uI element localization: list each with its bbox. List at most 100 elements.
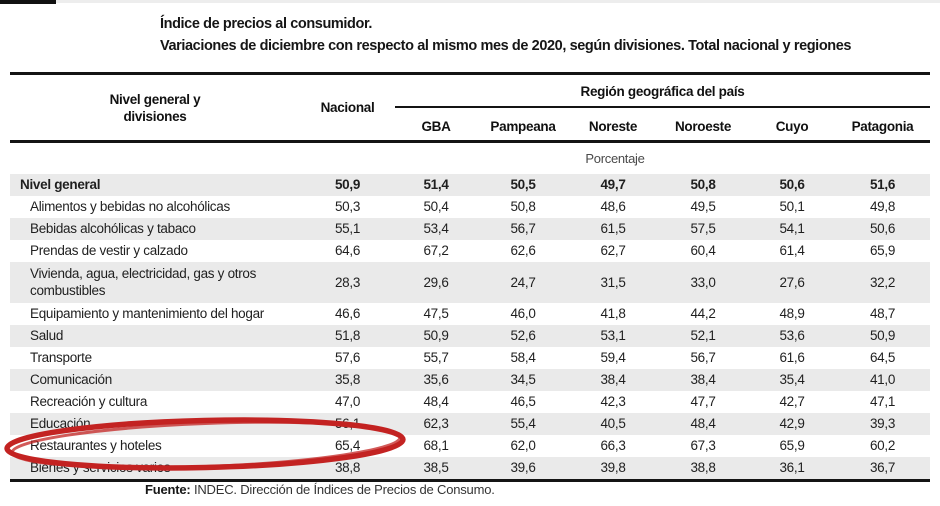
region-header-cuyo: Cuyo <box>775 118 809 134</box>
row-label: Equipamiento y mantenimiento del hogar <box>30 306 264 321</box>
cell-value: 36,7 <box>869 460 896 475</box>
table-row: Alimentos y bebidas no alcohólicas 50,3 50… <box>10 196 930 218</box>
scan-artifact-topleft <box>0 0 56 4</box>
table-row: Bebidas alcohólicas y tabaco 55,1 53,4 56,7… <box>10 217 930 240</box>
cell-value: 38,5 <box>423 460 449 475</box>
cell-value: 38,4 <box>600 372 626 387</box>
document-title: Índice de precios al consumidor. <box>160 16 373 32</box>
cell-value: 39,6 <box>510 460 536 475</box>
cell-value: 50,8 <box>690 177 716 192</box>
scan-edge-artifact <box>0 0 940 3</box>
table-row: Prendas de vestir y calzado 64,6 67,2 62,6 6… <box>10 240 930 262</box>
title-block: Índice de precios al consumidor. Variaci… <box>160 13 851 57</box>
cell-value: 57,6 <box>334 350 361 365</box>
table-row: Comunicación 35,8 35,6 34,5 38,4 38,4 35,4 41,0 <box>10 368 930 391</box>
cell-value: 44,2 <box>690 306 716 321</box>
region-header-patagonia: Patagonia <box>851 118 914 134</box>
cell-value: 61,4 <box>779 243 805 258</box>
cell-value: 67,3 <box>690 438 716 453</box>
cell-value: 68,1 <box>423 438 449 453</box>
cell-value: 42,7 <box>779 394 805 409</box>
cell-value: 50,4 <box>423 199 449 214</box>
cell-value: 64,5 <box>869 350 896 365</box>
row-label: Bienes y servicios varios <box>30 460 171 475</box>
region-header-group: Región geográfica del país GBA Pampeana No… <box>395 75 930 140</box>
cell-value: 51,6 <box>869 177 896 192</box>
cell-value: 66,3 <box>600 438 626 453</box>
cell-value: 31,5 <box>600 274 626 290</box>
cell-value: 52,6 <box>510 328 536 343</box>
source-text: INDEC. Dirección de Índices de Precios d… <box>190 482 495 497</box>
cell-value: 47,0 <box>334 394 361 409</box>
region-header-noreste: Noreste <box>588 118 638 134</box>
row-label: Vivienda, agua, electricidad, gas y otro… <box>30 266 257 298</box>
cell-value: 65,9 <box>779 438 805 453</box>
cell-value: 28,3 <box>334 274 361 290</box>
table-row: Transporte 57,6 55,7 58,4 59,4 56,7 61,6 64,5 <box>10 347 930 369</box>
cell-value: 36,1 <box>779 460 805 475</box>
cell-value: 53,4 <box>423 221 449 236</box>
cell-value: 52,1 <box>690 328 716 343</box>
cell-value: 47,1 <box>869 394 896 409</box>
cell-value: 42,9 <box>779 416 805 431</box>
cell-value: 62,7 <box>600 243 626 258</box>
row-label: Alimentos y bebidas no alcohólicas <box>30 199 230 214</box>
row-label: Bebidas alcohólicas y tabaco <box>30 221 196 236</box>
cell-value: 33,0 <box>690 274 716 290</box>
cell-value: 51,4 <box>423 177 449 192</box>
cell-value: 49,7 <box>600 177 626 192</box>
cell-value: 50,6 <box>779 177 805 192</box>
table-row: Recreación y cultura 47,0 48,4 46,5 42,3 47,7… <box>10 391 930 413</box>
cell-value: 32,2 <box>869 274 896 290</box>
source-label: Fuente: <box>145 482 191 497</box>
cell-value: 50,9 <box>423 328 449 343</box>
cell-value: 35,6 <box>423 372 449 387</box>
row-label: Restaurantes y hoteles <box>30 438 162 453</box>
table-row: Nivel general 50,9 51,4 50,5 49,7 50,8 50,6 51,… <box>10 173 930 196</box>
cell-value: 48,9 <box>779 306 805 321</box>
ipc-table: Nivel general y divisiones Nacional Regi… <box>10 72 930 482</box>
cell-value: 27,6 <box>779 274 805 290</box>
region-header-pampeana: Pampeana <box>490 118 556 134</box>
table-row: Equipamiento y mantenimiento del hogar 46… <box>10 303 930 325</box>
cell-value: 65,4 <box>334 438 361 453</box>
cell-value: 47,5 <box>423 306 449 321</box>
table-row: Salud 51,8 50,9 52,6 53,1 52,1 53,6 50,9 <box>10 324 930 347</box>
column-header-divisiones-label: Nivel general y divisiones <box>109 91 201 124</box>
cell-value: 39,8 <box>600 460 626 475</box>
cell-value: 48,4 <box>423 394 449 409</box>
region-group-underline <box>395 106 930 108</box>
cell-value: 46,0 <box>510 306 536 321</box>
region-header-noroeste: Noroeste <box>674 118 732 134</box>
cell-value: 50,3 <box>334 199 361 214</box>
region-column-headers: GBA Pampeana Noreste Noroeste Cuyo Patagonia <box>395 108 930 140</box>
cell-value: 40,5 <box>600 416 626 431</box>
cell-value: 46,6 <box>334 306 361 321</box>
cell-value: 60,4 <box>690 243 716 258</box>
cell-value: 50,8 <box>510 199 536 214</box>
cell-value: 48,4 <box>690 416 716 431</box>
cell-value: 48,6 <box>600 199 626 214</box>
row-label: Salud <box>30 328 64 343</box>
cell-value: 55,7 <box>423 350 449 365</box>
cell-value: 39,3 <box>869 416 896 431</box>
row-label: Transporte <box>30 350 92 365</box>
cell-value: 24,7 <box>510 274 536 290</box>
table-bottom-rule <box>10 478 930 482</box>
document-subtitle: Variaciones de diciembre con respecto al… <box>160 38 852 54</box>
row-label: Recreación y cultura <box>30 394 148 409</box>
cell-value: 55,1 <box>334 221 361 236</box>
cell-value: 57,5 <box>690 221 716 236</box>
cell-value: 29,6 <box>423 274 449 290</box>
cell-value: 61,5 <box>600 221 626 236</box>
cell-value: 56,7 <box>690 350 716 365</box>
cell-value: 38,4 <box>690 372 716 387</box>
source-note: Fuente: INDEC. Dirección de Índices de P… <box>145 482 495 497</box>
table-row: Vivienda, agua, electricidad, gas y otro… <box>10 261 930 303</box>
cell-value: 41,0 <box>869 372 896 387</box>
cell-value: 38,8 <box>690 460 716 475</box>
cell-value: 50,1 <box>779 199 805 214</box>
cell-value: 56,7 <box>510 221 536 236</box>
cell-value: 64,6 <box>334 243 361 258</box>
